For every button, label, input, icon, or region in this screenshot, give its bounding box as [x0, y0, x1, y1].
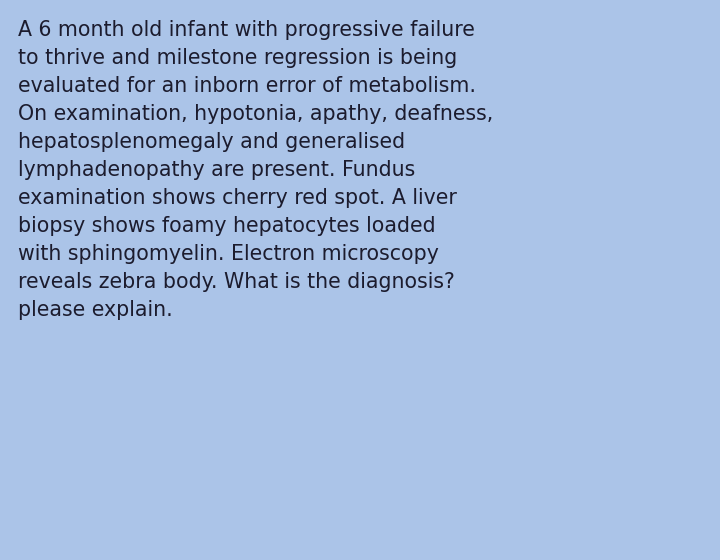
Text: A 6 month old infant with progressive failure
to thrive and milestone regression: A 6 month old infant with progressive fa…	[18, 20, 493, 320]
